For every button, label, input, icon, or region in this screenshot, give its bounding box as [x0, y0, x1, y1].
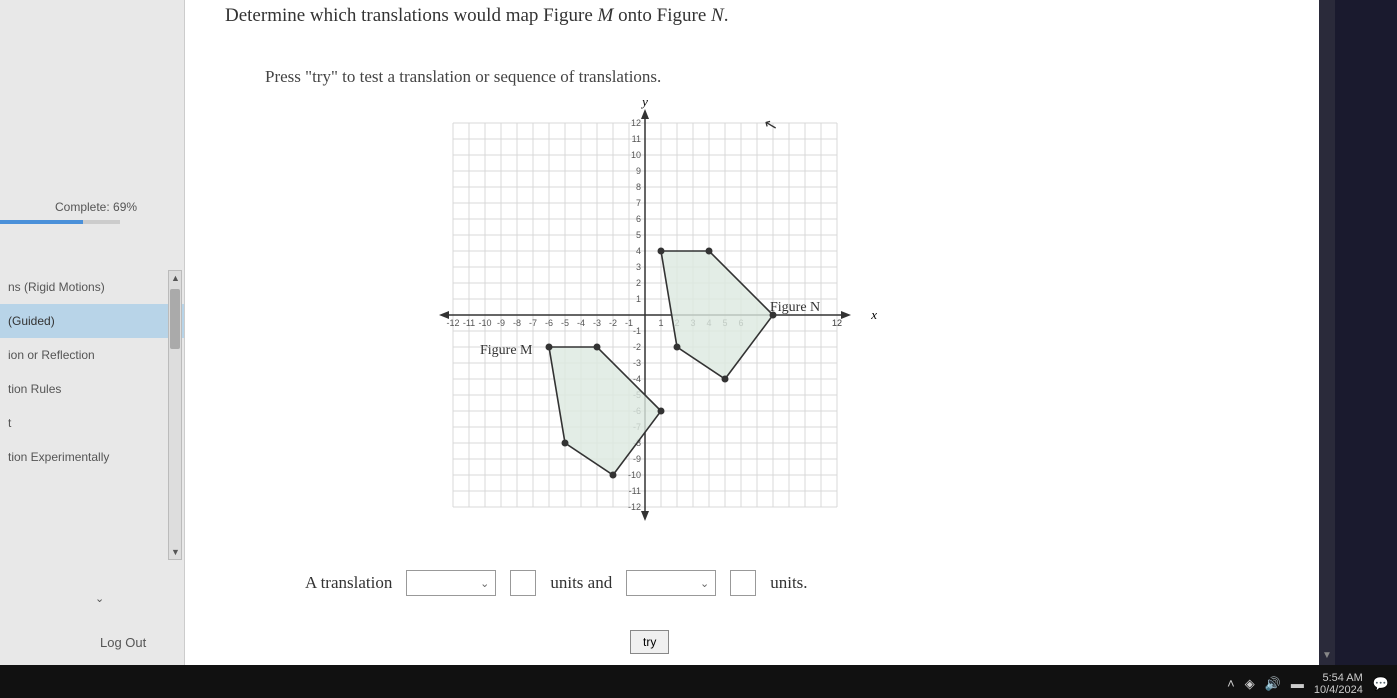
svg-text:-1: -1 — [625, 318, 633, 328]
direction-dropdown-2[interactable]: ⌄ — [626, 570, 716, 596]
sidebar-item-experimentally[interactable]: tion Experimentally — [0, 440, 184, 474]
svg-text:8: 8 — [636, 182, 641, 192]
units-input-2[interactable] — [730, 570, 756, 596]
sidebar: Complete: 69% ns (Rigid Motions) (Guided… — [0, 0, 185, 665]
scroll-down-icon[interactable]: ▼ — [171, 547, 180, 557]
sidebar-list: ns (Rigid Motions) (Guided) ion or Refle… — [0, 270, 184, 474]
clock[interactable]: 5:54 AM 10/4/2024 — [1314, 672, 1363, 696]
answer-mid: units and — [550, 573, 612, 593]
progress-fill — [0, 220, 83, 224]
answer-suffix: units. — [770, 573, 807, 593]
figure-m-label: Figure M — [480, 343, 533, 359]
svg-text:-5: -5 — [561, 318, 569, 328]
svg-text:-3: -3 — [633, 358, 641, 368]
svg-text:2: 2 — [636, 278, 641, 288]
notification-icon[interactable]: 💬 — [1373, 676, 1389, 692]
answer-row: A translation ⌄ units and ⌄ units. — [305, 570, 808, 596]
svg-text:4: 4 — [636, 246, 641, 256]
coordinate-grid[interactable]: -12-11-10-9-8-7-6-5-4-3-2-112345612-12-1… — [425, 100, 865, 530]
svg-text:-2: -2 — [609, 318, 617, 328]
svg-text:-4: -4 — [577, 318, 585, 328]
svg-text:-9: -9 — [633, 454, 641, 464]
scroll-down-icon[interactable]: ▼ — [1322, 650, 1332, 661]
svg-text:-1: -1 — [633, 326, 641, 336]
sidebar-scrollbar[interactable]: ▲ ▼ — [168, 270, 182, 560]
svg-text:7: 7 — [636, 198, 641, 208]
try-button[interactable]: try — [630, 630, 669, 654]
scrollbar-thumb[interactable] — [170, 289, 180, 349]
progress-bar — [0, 220, 120, 224]
svg-text:-12: -12 — [446, 318, 459, 328]
svg-text:-10: -10 — [628, 470, 641, 480]
sidebar-item-guided[interactable]: (Guided) — [0, 304, 184, 338]
app-window: Complete: 69% ns (Rigid Motions) (Guided… — [0, 0, 1335, 665]
svg-text:-12: -12 — [628, 502, 641, 512]
date-text: 10/4/2024 — [1314, 684, 1363, 696]
svg-text:12: 12 — [631, 118, 641, 128]
svg-text:1: 1 — [658, 318, 663, 328]
svg-text:-9: -9 — [497, 318, 505, 328]
svg-text:9: 9 — [636, 166, 641, 176]
svg-text:-11: -11 — [463, 318, 475, 328]
sidebar-item-reflection[interactable]: ion or Reflection — [0, 338, 184, 372]
question-text: Determine which translations would map F… — [225, 5, 1305, 27]
svg-text:-10: -10 — [478, 318, 491, 328]
sidebar-item-rules[interactable]: tion Rules — [0, 372, 184, 406]
svg-text:10: 10 — [631, 150, 641, 160]
svg-text:1: 1 — [636, 294, 641, 304]
system-tray[interactable]: ˄ ◈ 🔊 ▬ 5:54 AM 10/4/2024 💬 — [1227, 672, 1389, 696]
logout-link[interactable]: Log Out — [100, 635, 146, 650]
svg-text:-6: -6 — [545, 318, 553, 328]
progress-label: Complete: 69% — [55, 200, 137, 214]
main-content: Determine which translations would map F… — [185, 0, 1335, 665]
sidebar-dropdown-caret[interactable]: ⌄ — [95, 592, 104, 605]
sidebar-item-t[interactable]: t — [0, 406, 184, 440]
svg-text:-4: -4 — [633, 374, 641, 384]
time-text: 5:54 AM — [1314, 672, 1363, 684]
svg-text:11: 11 — [632, 134, 641, 144]
svg-text:-3: -3 — [593, 318, 601, 328]
sidebar-item-rigid-motions[interactable]: ns (Rigid Motions) — [0, 270, 184, 304]
svg-text:-8: -8 — [513, 318, 521, 328]
svg-text:3: 3 — [636, 262, 641, 272]
units-input-1[interactable] — [510, 570, 536, 596]
svg-text:-2: -2 — [633, 342, 641, 352]
battery-icon[interactable]: ▬ — [1291, 676, 1304, 691]
svg-text:6: 6 — [636, 214, 641, 224]
taskbar[interactable]: ˄ ◈ 🔊 ▬ 5:54 AM 10/4/2024 💬 — [0, 665, 1397, 698]
svg-text:-11: -11 — [629, 486, 641, 496]
y-axis-label: y — [642, 94, 648, 110]
figure-n-label: Figure N — [770, 300, 820, 316]
x-axis-label: x — [871, 307, 877, 323]
volume-icon[interactable]: 🔊 — [1265, 676, 1281, 692]
answer-prefix: A translation — [305, 573, 392, 593]
wifi-icon[interactable]: ◈ — [1245, 676, 1255, 692]
scroll-up-icon[interactable]: ▲ — [171, 273, 180, 283]
browser-scrollbar[interactable]: ▼ — [1319, 0, 1335, 665]
instruction-text: Press "try" to test a translation or seq… — [265, 67, 1305, 87]
svg-text:-7: -7 — [529, 318, 537, 328]
chevron-up-icon[interactable]: ˄ — [1227, 676, 1235, 691]
svg-text:12: 12 — [832, 318, 842, 328]
direction-dropdown-1[interactable]: ⌄ — [406, 570, 496, 596]
svg-text:5: 5 — [636, 230, 641, 240]
